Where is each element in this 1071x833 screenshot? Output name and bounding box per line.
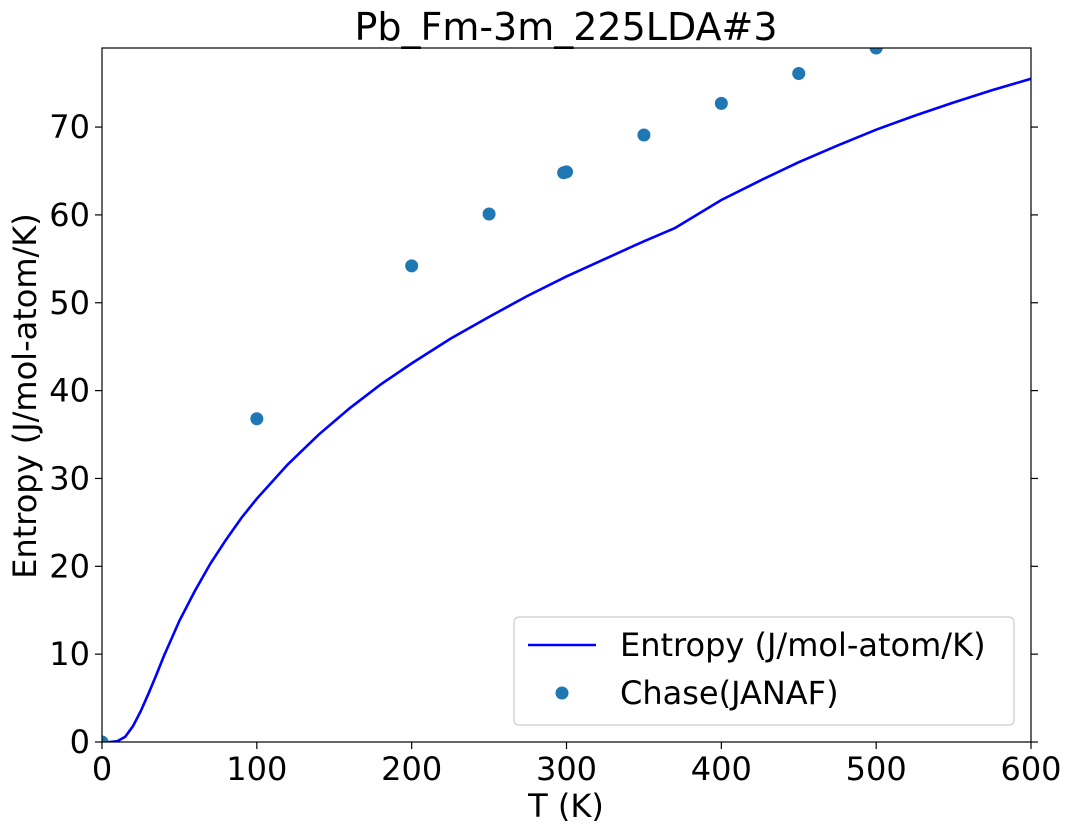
data-point-janaf xyxy=(714,96,728,110)
x-axis-label: T (K) xyxy=(527,787,604,825)
x-tick-label: 0 xyxy=(92,750,112,788)
x-tick-label: 500 xyxy=(846,750,907,788)
y-axis-label: Entropy (J/mol-atom/K) xyxy=(6,213,44,579)
legend-label: Entropy (J/mol-atom/K) xyxy=(620,626,986,664)
legend: Entropy (J/mol-atom/K) Chase(JANAF) xyxy=(513,616,1015,726)
x-tick-label: 100 xyxy=(226,750,287,788)
data-point-janaf xyxy=(250,412,264,426)
data-point-janaf xyxy=(102,735,109,742)
legend-box xyxy=(513,616,1015,726)
x-tick-label: 600 xyxy=(1000,750,1061,788)
y-tick-label: 0 xyxy=(70,723,90,761)
x-tick-label: 200 xyxy=(381,750,442,788)
x-tick-label: 300 xyxy=(536,750,597,788)
plot-area: 0 100 200 300 400 500 600 0 10 20 30 40 50 60 70 xyxy=(49,47,1062,788)
data-point-janaf xyxy=(560,165,573,179)
y-tick-label: 20 xyxy=(49,547,90,585)
data-point-janaf xyxy=(405,259,419,273)
y-tick-label: 10 xyxy=(49,635,90,673)
series-line-entropy xyxy=(102,77,1031,742)
data-point-janaf xyxy=(482,207,496,221)
y-tick-label: 60 xyxy=(49,196,90,234)
data-point-janaf xyxy=(637,128,651,142)
x-tick-label: 400 xyxy=(691,750,752,788)
y-tick-label: 30 xyxy=(49,459,90,497)
y-tick-label: 70 xyxy=(49,108,90,146)
legend-label: Chase(JANAF) xyxy=(620,674,839,712)
data-point-janaf xyxy=(869,48,883,55)
y-tick-label: 40 xyxy=(49,372,90,410)
y-tick-label: 50 xyxy=(49,284,90,322)
legend-swatch-marker xyxy=(555,686,569,700)
chart-title: Pb_Fm-3m_225LDA#3 xyxy=(354,5,777,49)
data-point-janaf xyxy=(792,66,806,80)
